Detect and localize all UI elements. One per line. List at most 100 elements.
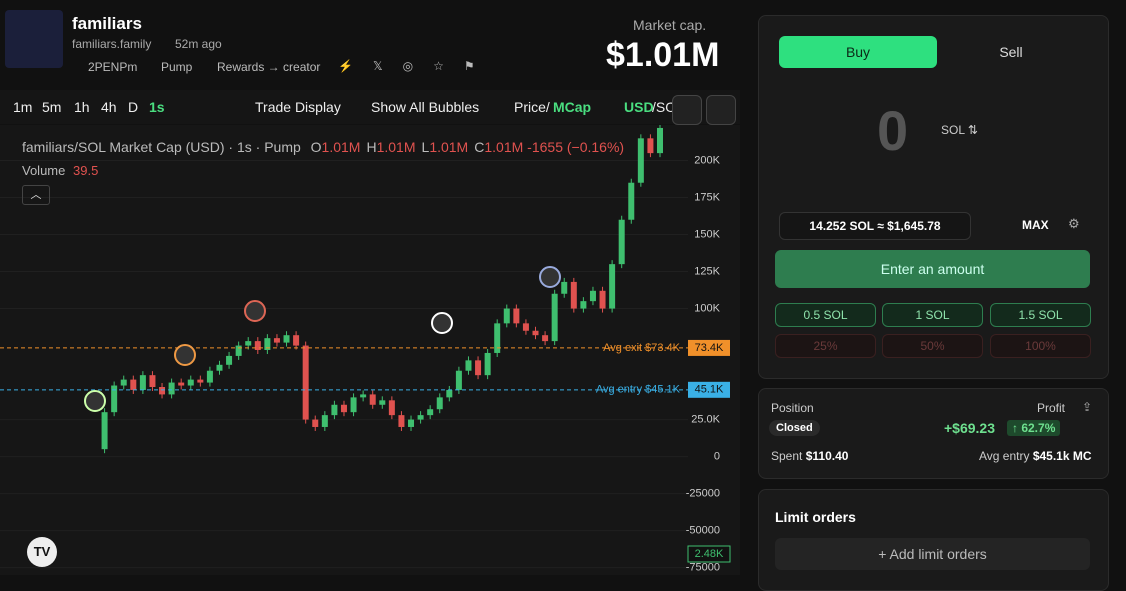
candle xyxy=(388,400,395,416)
interval[interactable]: 4h xyxy=(101,99,117,115)
candle xyxy=(398,415,405,427)
trade-display[interactable]: Trade Display xyxy=(255,99,341,115)
candle xyxy=(408,419,415,427)
position-label: Position xyxy=(771,401,814,415)
profit-pct: ↑ 62.7% xyxy=(1007,420,1061,436)
icon-row[interactable]: ⚡𝕏◎☆⚑ xyxy=(338,59,495,73)
candle xyxy=(513,308,520,324)
y-tick-label: 200K xyxy=(694,154,720,166)
candle xyxy=(273,338,280,343)
candle xyxy=(321,415,328,427)
volume-label: Volume xyxy=(22,163,66,178)
amount-input[interactable]: 0 xyxy=(877,99,909,162)
sol-preset[interactable]: 1 SOL xyxy=(882,303,983,327)
candle xyxy=(340,404,347,413)
interval[interactable]: 1h xyxy=(74,99,90,115)
spent-value: $110.40 xyxy=(805,449,849,463)
spent-label: Spent xyxy=(771,449,803,463)
pct-preset[interactable]: 25% xyxy=(775,334,876,358)
profit: +$69.23 xyxy=(944,420,995,436)
volume-value: 39.5 xyxy=(73,163,99,178)
amount-unit[interactable]: SOL ⇅ xyxy=(941,123,978,137)
trade-bubble xyxy=(244,300,266,322)
candle xyxy=(542,335,549,342)
link[interactable]: 2PENPm xyxy=(88,60,138,74)
y-tick-label: 175K xyxy=(694,191,720,203)
change: -1655 (−0.16%) xyxy=(527,139,625,155)
link[interactable]: Rewards → creator xyxy=(217,60,321,74)
candle xyxy=(637,138,644,183)
interval[interactable]: 1m xyxy=(13,99,33,115)
price-toggle[interactable]: Price/ xyxy=(514,99,550,115)
link[interactable]: Pump xyxy=(161,60,193,74)
collapse-button[interactable]: ︿ xyxy=(22,185,50,205)
candle xyxy=(254,341,261,350)
avg-label: Avg exit $73.4K xyxy=(603,342,681,354)
candle xyxy=(187,379,194,386)
candle xyxy=(369,394,376,405)
candle xyxy=(120,379,127,386)
ohlc-label: L xyxy=(421,139,430,155)
candle xyxy=(312,419,319,427)
trade-bubble xyxy=(174,344,196,366)
candle xyxy=(197,379,204,383)
tv-logo[interactable]: TV xyxy=(27,537,57,567)
buy-tab[interactable]: Buy xyxy=(779,36,937,68)
usd-toggle[interactable]: USD xyxy=(624,99,654,115)
interval[interactable]: 5m xyxy=(42,99,62,115)
candle xyxy=(159,387,166,395)
candle xyxy=(379,400,386,405)
max-button[interactable]: MAX xyxy=(1022,218,1049,232)
interval[interactable]: 1s xyxy=(149,99,165,115)
share-icon[interactable]: ⇪ xyxy=(1082,400,1093,414)
candle xyxy=(283,335,290,343)
ohlc-value: 1.01M xyxy=(376,139,416,155)
sol-preset[interactable]: 0.5 SOL xyxy=(775,303,876,327)
trade-bubble xyxy=(84,390,106,412)
ohlc-value: 1.01M xyxy=(429,139,469,155)
ohlc: O1.01M H1.01M L1.01M C1.01M xyxy=(305,139,524,155)
sol-preset[interactable]: 1.5 SOL xyxy=(990,303,1091,327)
candle xyxy=(206,370,213,383)
chart-title: familiars/SOL Market Cap (USD) · 1s · Pu… xyxy=(22,139,301,155)
candle xyxy=(111,385,118,413)
y-tick-label: -75000 xyxy=(686,562,720,574)
candle xyxy=(580,301,587,309)
candle xyxy=(570,281,577,309)
candle xyxy=(589,290,596,302)
add-limit[interactable]: + Add limit orders xyxy=(775,538,1090,570)
volume-tag-label: 2.48K xyxy=(695,548,724,560)
candle xyxy=(484,352,491,376)
trade-bubble xyxy=(539,266,561,288)
ohlc-label: O xyxy=(310,139,322,155)
candle xyxy=(149,375,156,388)
token-name: familiars xyxy=(72,14,142,33)
token-site[interactable]: familiars.family xyxy=(72,37,152,51)
mcap-toggle[interactable]: MCap xyxy=(553,99,592,115)
y-tick-label: -25000 xyxy=(686,487,720,499)
candle xyxy=(618,219,625,265)
interval[interactable]: D xyxy=(128,99,139,115)
market-cap-label: Market cap. xyxy=(633,17,707,33)
candle xyxy=(264,338,271,350)
pct-preset[interactable]: 50% xyxy=(882,334,983,358)
submit-button[interactable]: Enter an amount xyxy=(775,250,1090,288)
y-tick-label: 100K xyxy=(694,302,720,314)
chart-tool[interactable] xyxy=(672,95,702,125)
ohlc-value: 1.01M xyxy=(321,139,361,155)
chart-tool[interactable] xyxy=(706,95,736,125)
volume-tag xyxy=(687,545,731,563)
candle xyxy=(101,412,108,450)
candle xyxy=(657,127,663,154)
price-tag xyxy=(688,339,730,356)
candle xyxy=(503,308,510,324)
balance[interactable]: 14.252 SOL ≈ $1,645.78 xyxy=(779,212,971,240)
candle xyxy=(446,389,453,398)
avg-entry-value: $45.1k MC xyxy=(1032,449,1092,463)
sell-tab[interactable]: Sell xyxy=(999,44,1023,60)
candle xyxy=(302,345,309,420)
settings-icon[interactable]: ⚙ xyxy=(1068,216,1080,231)
pct-preset[interactable]: 100% xyxy=(990,334,1091,358)
bubbles-toggle[interactable]: Show All Bubbles xyxy=(371,99,480,115)
candle xyxy=(139,375,146,390)
